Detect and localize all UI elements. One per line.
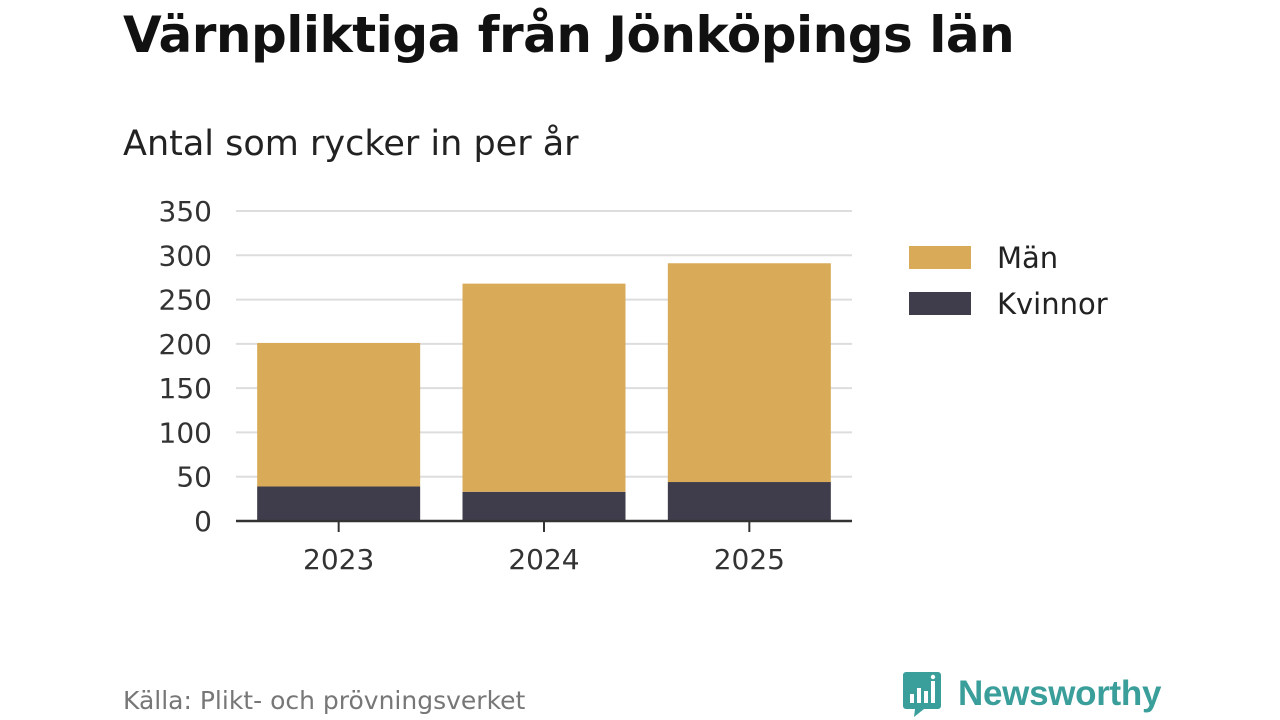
x-tick-label: 2025 [714,543,785,576]
legend-swatch-mn [909,246,971,269]
stacked-bar-chart: 0 50 100 150 200 250 300 350 2023 2024 2025 Män Kvin… [159,195,1108,576]
source-note: Källa: Plikt- och prövningsverket [123,686,526,715]
legend-swatch-kvinnor [909,292,971,315]
y-tick-label: 350 [159,195,212,228]
bar-mn-2024[interactable] [462,283,626,492]
y-tick-label: 150 [159,372,212,405]
brand-name: Newsworthy [958,674,1162,713]
chart-subtitle: Antal som rycker in per år [123,124,579,164]
x-tick-label: 2024 [508,543,579,576]
y-tick-label: 200 [159,328,212,361]
y-tick-label: 100 [159,416,212,449]
y-tick-label: 0 [194,505,212,538]
legend-label: Män [997,241,1058,275]
bar-chart-bubble-icon [903,672,941,717]
y-tick-label: 300 [159,239,212,272]
bar-mn-2023[interactable] [257,342,421,487]
chart-title: Värnpliktiga från Jönköpings län [123,6,1015,64]
newsworthy-logo[interactable]: Newsworthy [902,670,1161,718]
y-tick-label: 250 [159,284,212,317]
bar-mn-2025[interactable] [667,263,831,483]
y-tick-label: 50 [176,461,212,494]
bar-kvinnor-2025[interactable] [667,482,831,521]
legend-label: Kvinnor [997,287,1108,321]
bar-kvinnor-2023[interactable] [257,486,421,521]
x-tick-label: 2023 [303,543,374,576]
bar-kvinnor-2024[interactable] [462,491,626,521]
